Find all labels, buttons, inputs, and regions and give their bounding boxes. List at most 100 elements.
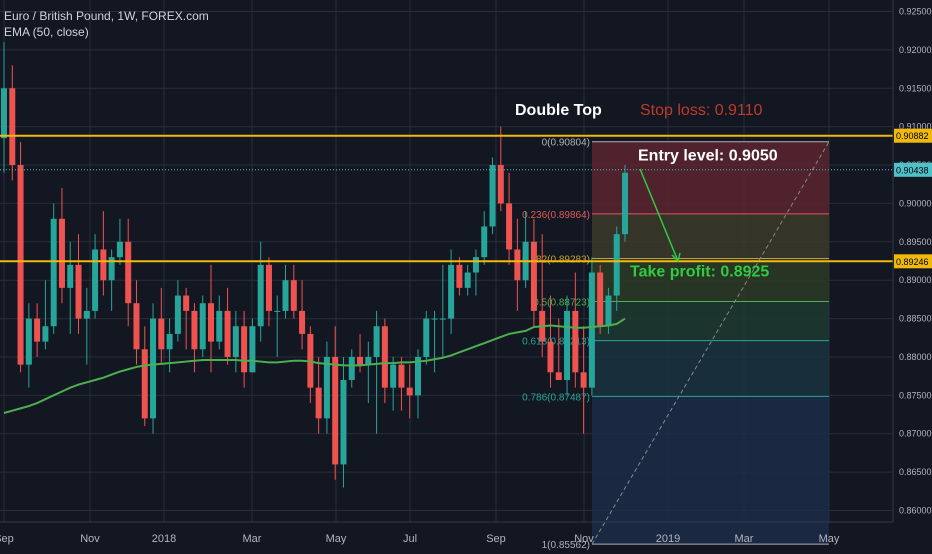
candle-body: [34, 318, 41, 342]
candle-body: [241, 326, 248, 373]
candle-body: [613, 234, 620, 296]
price-tag-box: [894, 128, 932, 143]
fib-zone: [592, 340, 829, 397]
candle-body: [456, 264, 463, 288]
fib-zone: [592, 141, 829, 214]
x-tick-label: 2018: [152, 533, 176, 545]
candle-body: [216, 310, 223, 342]
candle-body: [398, 364, 405, 388]
candle-body: [357, 356, 364, 365]
x-tick-label: Jul: [403, 533, 417, 545]
candle-body: [224, 310, 231, 357]
candle-body: [249, 326, 256, 373]
fib-level-label: 0.5(0.88723): [533, 297, 590, 308]
y-tick-label: 0.88500: [899, 314, 932, 324]
x-tick-label: Nov: [574, 533, 594, 545]
candle-body: [17, 165, 24, 365]
candle-body: [158, 318, 165, 350]
x-tick-label: Mar: [243, 533, 262, 545]
candle-body: [290, 280, 297, 311]
candle-body: [497, 165, 504, 204]
candle-body: [439, 318, 446, 320]
fib-zone: [592, 396, 829, 545]
candle-body: [282, 280, 289, 311]
candle-body: [108, 257, 115, 281]
candle-body: [75, 264, 82, 319]
y-tick-label: 0.90000: [899, 198, 932, 208]
y-tick-label: 0.92500: [899, 7, 932, 17]
y-tick-label: 0.92000: [899, 45, 932, 55]
candle-body: [191, 310, 198, 350]
x-tick-label: Mar: [735, 533, 754, 545]
x-tick-label: May: [326, 533, 347, 545]
candle-body: [67, 264, 74, 288]
y-tick-label: 0.89000: [899, 275, 932, 285]
candle-body: [100, 249, 107, 281]
fib-level-label: 0.236(0.89864): [522, 210, 590, 221]
candle-body: [1, 88, 7, 139]
candle-body: [42, 326, 49, 342]
candle-body: [125, 241, 132, 304]
candle-body: [208, 303, 214, 342]
price-tag-box: [894, 162, 932, 177]
y-tick-label: 0.87500: [899, 390, 932, 400]
x-tick-label: Nov: [80, 533, 100, 545]
candle-body: [597, 272, 604, 327]
fib-zone: [592, 301, 829, 341]
candle-body: [564, 310, 571, 380]
x-tick-label: May: [819, 533, 840, 545]
candle-body: [423, 318, 430, 357]
candle-body: [415, 356, 421, 396]
y-tick-label: 0.89500: [899, 237, 932, 247]
indicator-label[interactable]: EMA (50, close): [4, 25, 89, 39]
candle-body: [315, 387, 322, 419]
candle-body: [605, 295, 612, 327]
y-tick-label: 0.87000: [899, 429, 932, 439]
x-tick-label: 2019: [656, 533, 680, 545]
price-tag-box: [894, 254, 932, 269]
candle-body: [83, 310, 90, 319]
pattern-label: Double Top: [515, 102, 602, 119]
candle-body: [116, 241, 123, 258]
stop-loss-label: Stop loss: 0.9110: [640, 102, 763, 119]
candle-body: [481, 226, 488, 258]
y-tick-label: 0.88000: [899, 352, 932, 362]
fib-level-label: 0.618(0.88213): [522, 337, 590, 348]
candle-body: [622, 172, 628, 235]
candle-body: [141, 349, 148, 419]
candle-body: [133, 303, 140, 350]
candle-body: [572, 310, 579, 373]
candle-body: [299, 310, 306, 334]
x-tick-label: Sep: [486, 533, 506, 545]
price-tag-label: 0.90882: [896, 131, 929, 141]
candle-body: [332, 356, 339, 465]
candle-body: [25, 318, 32, 365]
candle-body: [448, 264, 455, 319]
candle-body: [365, 356, 372, 365]
symbol-title[interactable]: Euro / British Pound, 1W, FOREX.com: [4, 9, 209, 23]
arrow-head: [671, 252, 681, 263]
y-tick-label: 0.91500: [899, 83, 932, 93]
y-tick-label: 0.86000: [899, 505, 932, 515]
candle-body: [348, 356, 355, 380]
fib-level-label: 0(0.90804): [542, 138, 590, 149]
candle-body: [489, 165, 496, 227]
candle-body: [183, 295, 190, 311]
candle-body: [580, 372, 587, 388]
arrow-line: [639, 168, 679, 262]
candle-body: [373, 326, 380, 357]
candle-body: [588, 272, 595, 388]
candle-body: [547, 341, 554, 373]
candle-body: [406, 387, 413, 396]
candle-body: [390, 364, 397, 388]
candle-body: [274, 310, 281, 312]
y-tick-label: 0.86500: [899, 467, 932, 477]
take-profit-label: Take profit: 0.8925: [630, 263, 769, 280]
candle-body: [555, 372, 562, 380]
fib-level-label: 0.786(0.87487): [522, 392, 590, 403]
candle-body: [9, 88, 16, 166]
candle-body: [530, 241, 537, 311]
x-tick-label: Sep: [0, 533, 14, 545]
